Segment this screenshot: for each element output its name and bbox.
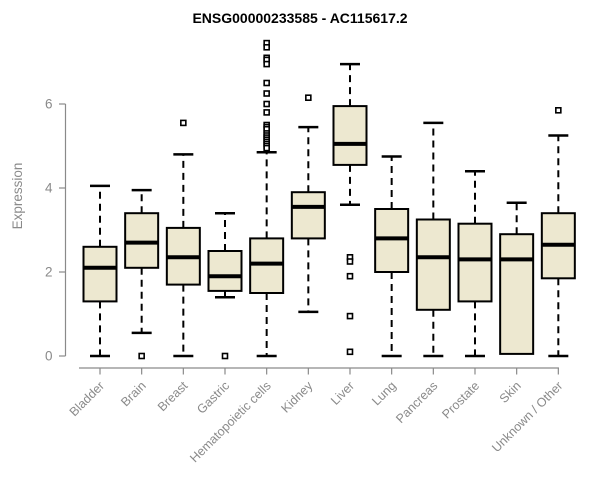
x-tick-label: Liver xyxy=(328,379,357,408)
x-tick-label: Kidney xyxy=(279,378,316,415)
outlier-point xyxy=(263,109,270,116)
x-tick-label: Brain xyxy=(118,379,149,410)
outlier-point xyxy=(555,107,562,114)
iqr-box xyxy=(415,218,451,311)
y-tick-label: 6 xyxy=(45,97,53,112)
outlier-point xyxy=(263,144,270,152)
outlier-point xyxy=(346,272,354,280)
outlier-point xyxy=(221,352,229,360)
boxplot-skin xyxy=(499,201,535,355)
x-tick-label: Lung xyxy=(369,379,399,409)
boxplot-kidney xyxy=(290,94,326,314)
outlier-point xyxy=(346,258,354,265)
boxplot-breast xyxy=(165,119,201,358)
outlier-point xyxy=(138,352,145,360)
iqr-box xyxy=(82,245,118,303)
outlier-point xyxy=(305,94,312,101)
x-tick-label: Gastric xyxy=(194,379,232,417)
y-axis-label: Expression xyxy=(10,163,25,230)
outlier-point xyxy=(263,90,270,97)
iqr-box xyxy=(374,208,410,273)
x-tick-label: Bladder xyxy=(67,379,107,419)
iqr-box xyxy=(457,222,493,303)
boxplot-hematopoietic-cells xyxy=(249,39,285,358)
outlier-point xyxy=(263,60,270,68)
outlier-point xyxy=(263,79,270,87)
boxplot-pancreas xyxy=(415,121,451,358)
x-tick-label: Hematopoietic cells xyxy=(187,379,274,466)
boxplot-gastric xyxy=(207,211,243,360)
y-tick-label: 4 xyxy=(45,181,53,196)
boxplot-brain xyxy=(124,188,160,360)
x-tick-label: Breast xyxy=(155,378,191,414)
x-tick-label: Skin xyxy=(497,379,524,406)
outlier-point xyxy=(263,100,270,108)
chart-title: ENSG00000233585 - AC115617.2 xyxy=(192,10,407,26)
outlier-point xyxy=(346,348,354,356)
boxplot-unknown-other xyxy=(540,107,576,358)
plot-area: 0 2 4 6 Bladder Brain Breast GastricHematopoiet… xyxy=(45,39,576,466)
boxplot-lung xyxy=(374,155,410,358)
iqr-box xyxy=(332,105,368,166)
x-tick-label: Unknown / Other xyxy=(489,379,565,455)
iqr-box xyxy=(249,237,285,294)
outlier-point xyxy=(180,119,187,127)
iqr-box xyxy=(207,250,243,292)
outlier-point xyxy=(346,312,354,320)
y-tick-label: 2 xyxy=(45,265,53,280)
boxplot-liver xyxy=(332,62,368,356)
iqr-box xyxy=(499,233,535,355)
x-tick-label: Pancreas xyxy=(393,379,440,426)
iqr-box xyxy=(290,191,326,240)
x-tick-label: Prostate xyxy=(439,379,482,422)
iqr-box xyxy=(124,212,160,269)
boxplot-prostate xyxy=(457,169,493,358)
outlier-point xyxy=(263,43,270,51)
y-tick-label: 0 xyxy=(45,349,53,364)
boxplot-bladder xyxy=(82,184,118,358)
